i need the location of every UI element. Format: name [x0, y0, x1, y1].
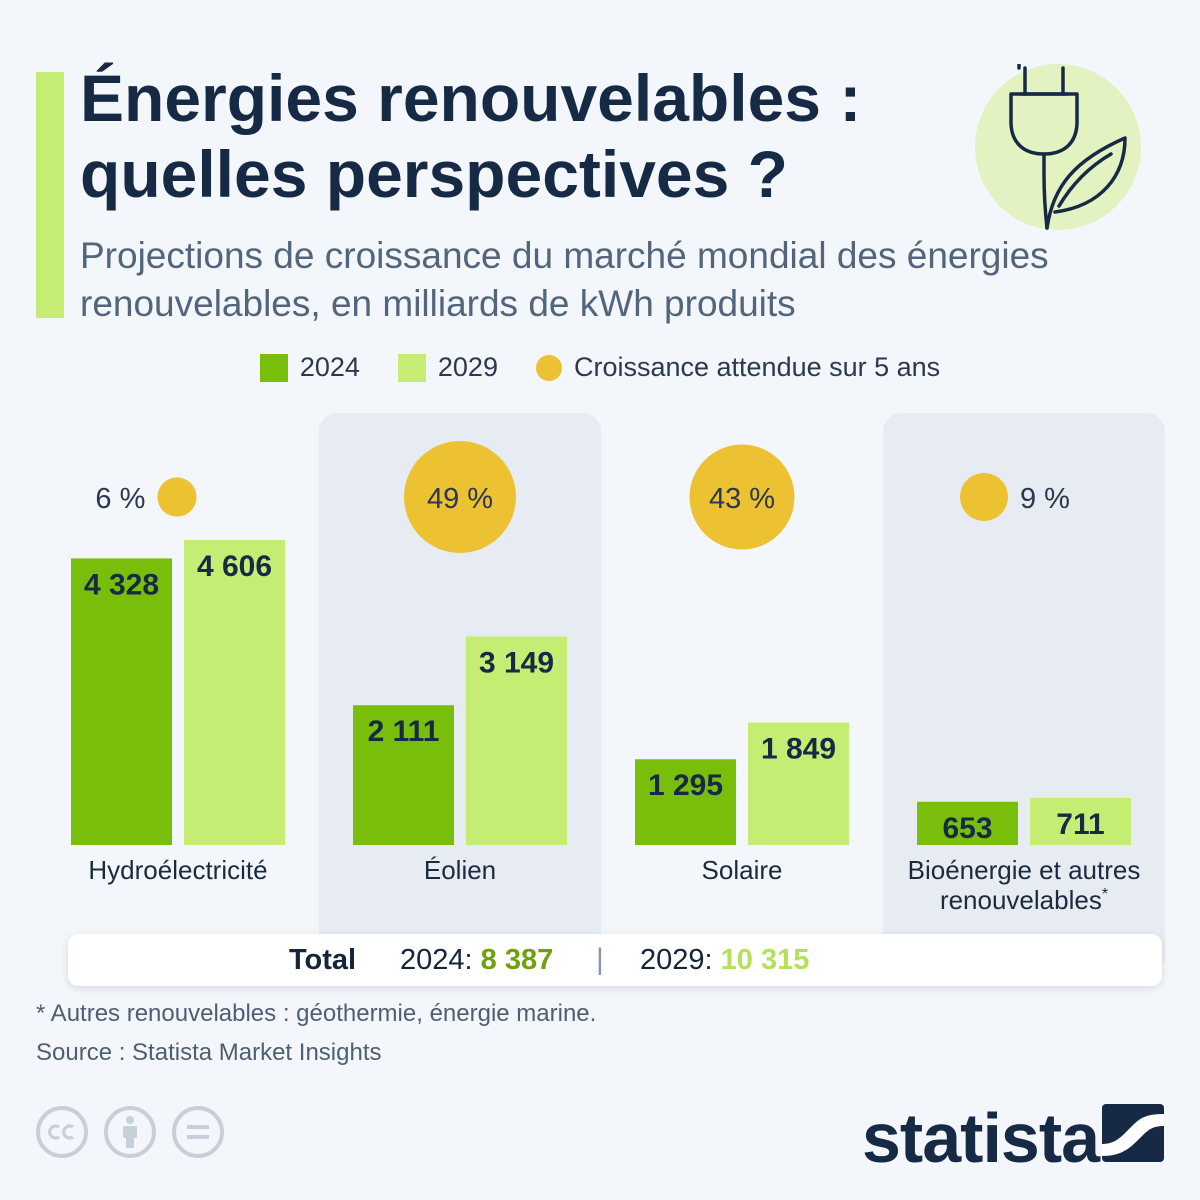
category-label-4-line2: renouvelables* — [940, 885, 1108, 915]
page-subtitle: Projections de croissance du marché mond… — [80, 232, 1170, 328]
bar-label-2029-cat-3: 1 849 — [761, 733, 836, 766]
source-note: Source : Statista Market Insights — [36, 1039, 382, 1066]
bar-2024-cat-3 — [635, 759, 736, 845]
total-label: Total — [289, 944, 357, 976]
bar-label-2024-cat-3: 1 295 — [648, 769, 723, 802]
bar-2024-cat-4 — [917, 801, 1018, 845]
growth-label-cat-4: 9 % — [1020, 483, 1070, 515]
subtitle-line-1: Projections de croissance du marché mond… — [80, 235, 1049, 276]
growth-bubble-cat-2 — [404, 441, 516, 553]
footnote-mark: * — [1102, 886, 1108, 903]
category-label-3: Solaire — [702, 855, 783, 885]
category-label-1: Hydroélectricité — [88, 855, 267, 885]
total-2029-value: 10 315 — [720, 944, 810, 976]
chart-legend: 2024 2029 Croissance attendue sur 5 ans — [0, 352, 1200, 383]
no-derivatives-icon[interactable] — [172, 1106, 224, 1158]
bar-label-2029-cat-4: 711 — [1056, 808, 1104, 841]
bar-2024-cat-1 — [71, 558, 172, 845]
statista-wordmark: statista — [862, 1099, 1100, 1177]
bar-label-2024-cat-1: 4 328 — [84, 568, 159, 601]
bar-label-2029-cat-2: 3 149 — [479, 646, 554, 679]
title-line-1: Énergies renouvelables : — [80, 61, 862, 135]
total-2024: 2024: 8 387 — [400, 934, 553, 986]
subtitle-line-2: renouvelables, en milliards de kWh produ… — [80, 283, 796, 324]
growth-bubble-cat-4 — [960, 473, 1008, 521]
bar-2029-cat-4 — [1030, 797, 1131, 845]
plug-leaf-icon — [975, 60, 1141, 230]
legend-item-2029: 2029 — [397, 352, 498, 383]
total-2029-prefix: 2029: — [640, 944, 713, 976]
legend-label-growth: Croissance attendue sur 5 ans — [573, 352, 941, 382]
growth-label-cat-2: 49 % — [427, 483, 493, 515]
growth-bubble-cat-3 — [689, 444, 795, 550]
cc-icon[interactable] — [36, 1106, 88, 1158]
accent-bar — [36, 72, 64, 318]
total-2024-value: 8 387 — [480, 944, 554, 976]
bar-2029-cat-2 — [466, 636, 567, 845]
footnote: * Autres renouvelables : géothermie, éne… — [36, 1000, 597, 1027]
legend-swatch-2029 — [397, 353, 426, 382]
bar-label-2029-cat-1: 4 606 — [197, 550, 272, 583]
total-separator: | — [596, 943, 604, 976]
category-label-4: Bioénergie et autres — [908, 855, 1141, 885]
bar-label-2024-cat-4: 653 — [942, 812, 992, 845]
category-label-2: Éolien — [424, 855, 496, 885]
title-line-2: quelles perspectives ? — [80, 137, 788, 211]
total-2029: 2029: 10 315 — [640, 934, 809, 986]
total-bar: Total 2024: 8 387 | 2029: 10 315 — [68, 934, 1162, 986]
bar-2029-cat-3 — [748, 722, 849, 845]
license-icons — [36, 1106, 224, 1158]
growth-bubble-cat-1 — [157, 477, 197, 517]
growth-label-cat-3: 43 % — [709, 483, 775, 515]
legend-swatch-2024 — [259, 353, 288, 382]
total-2024-prefix: 2024: — [400, 944, 473, 976]
statista-logo-icon — [1102, 1104, 1164, 1167]
legend-label-2024: 2024 — [299, 352, 360, 382]
growth-label-cat-1: 6 % — [95, 483, 145, 515]
attribution-icon[interactable] — [104, 1106, 156, 1158]
page-title: Énergies renouvelables : quelles perspec… — [80, 60, 960, 212]
legend-swatch-growth — [535, 354, 562, 381]
legend-item-2024: 2024 — [259, 352, 360, 383]
bar-label-2024-cat-2: 2 111 — [368, 715, 440, 748]
legend-label-2029: 2029 — [437, 352, 498, 382]
bar-2029-cat-1 — [184, 540, 285, 845]
bar-2024-cat-2 — [353, 705, 454, 845]
legend-item-growth: Croissance attendue sur 5 ans — [535, 352, 941, 383]
